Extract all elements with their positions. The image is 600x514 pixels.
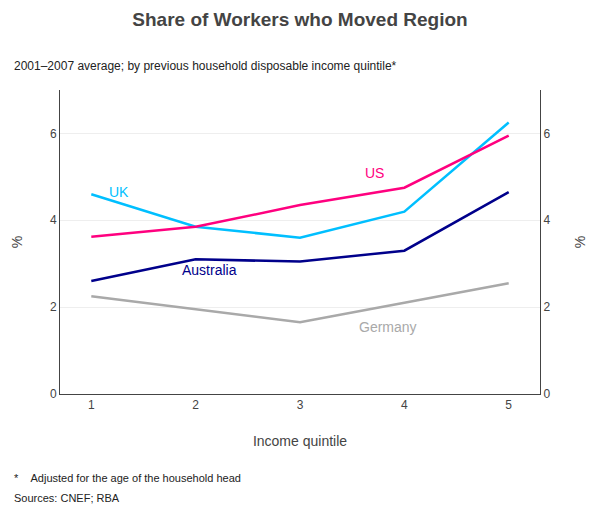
svg-text:1: 1 (88, 398, 95, 412)
svg-text:Share of Workers who Moved Reg: Share of Workers who Moved Region (132, 9, 467, 30)
svg-text:5: 5 (505, 398, 512, 412)
svg-text:3: 3 (297, 398, 304, 412)
svg-text:UK: UK (109, 184, 129, 200)
svg-text:2: 2 (192, 398, 199, 412)
svg-text:Sources: CNEF; RBA: Sources: CNEF; RBA (14, 492, 120, 504)
svg-text:%: % (9, 236, 25, 248)
svg-text:0: 0 (543, 387, 550, 401)
svg-text:4: 4 (543, 213, 550, 227)
svg-text:2: 2 (50, 300, 57, 314)
svg-text:Income quintile: Income quintile (253, 433, 347, 449)
svg-text:2: 2 (543, 300, 550, 314)
svg-text:US: US (365, 165, 384, 181)
svg-text:0: 0 (50, 387, 57, 401)
svg-text:Australia: Australia (182, 262, 237, 278)
svg-text:6: 6 (50, 127, 57, 141)
svg-text:4: 4 (50, 213, 57, 227)
svg-text:2001–2007 average; by previous: 2001–2007 average; by previous household… (14, 59, 397, 73)
svg-text:* Adjusted for the age of t: * Adjusted for the age of the household … (14, 472, 241, 484)
svg-text:6: 6 (543, 127, 550, 141)
svg-text:4: 4 (401, 398, 408, 412)
svg-text:Germany: Germany (359, 319, 417, 335)
svg-text:%: % (572, 236, 588, 248)
